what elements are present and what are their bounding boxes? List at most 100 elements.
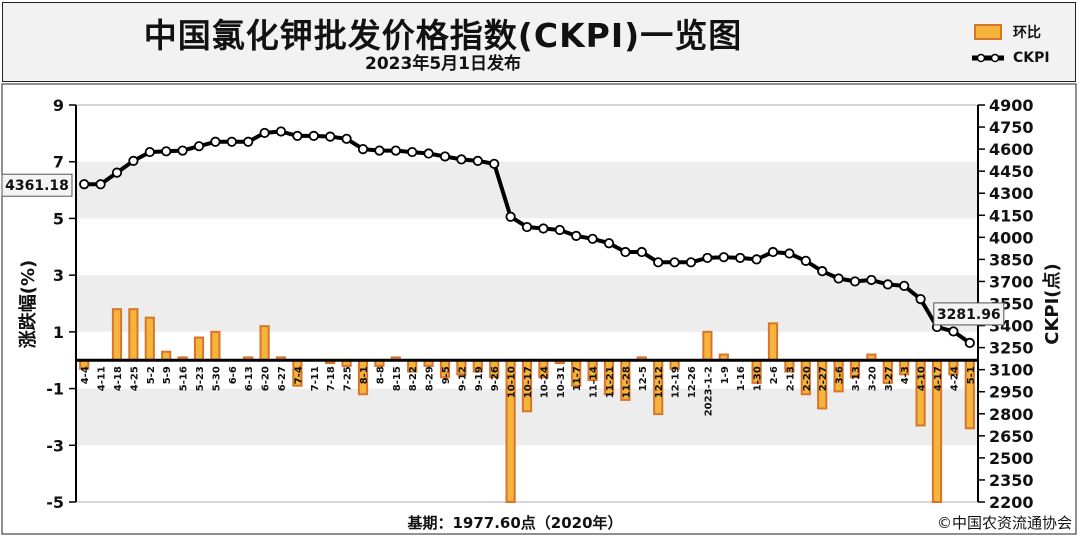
x-tick-label: 5-23 (195, 366, 206, 391)
ckpi-point (636, 246, 647, 258)
left-tick-label: 7 (53, 153, 64, 172)
x-tick-label: 9-5 (441, 366, 452, 384)
x-tick-label: 9-12 (457, 366, 468, 391)
left-tick-label: 5 (53, 209, 64, 228)
x-tick-label: 5-1 (966, 366, 977, 384)
ckpi-point (554, 224, 565, 236)
right-tick-label: 2350 (989, 471, 1034, 490)
legend-bar-swatch (974, 24, 1002, 40)
x-tick-label: 4-18 (113, 366, 124, 391)
ckpi-point (308, 130, 319, 141)
x-tick-label: 6-27 (277, 366, 288, 391)
x-tick-label: 11-14 (589, 366, 600, 398)
ckpi-point (571, 230, 582, 241)
ckpi-point (735, 252, 746, 264)
x-tick-label: 1-9 (720, 366, 731, 384)
right-tick-label: 2950 (989, 383, 1034, 402)
x-tick-label: 1-16 (736, 366, 747, 391)
ckpi-point (439, 151, 451, 162)
ckpi-point (915, 293, 926, 305)
x-tick-label: 11-7 (572, 366, 583, 391)
left-tick-label: 1 (53, 323, 64, 342)
x-tick-label: 10-17 (523, 366, 534, 398)
right-tick-label: 3850 (989, 250, 1034, 269)
right-axis-title: CKPI(点) (1041, 263, 1063, 345)
ckpi-point (751, 254, 762, 265)
right-tick-label: 4750 (989, 118, 1034, 137)
left-tick-label: 3 (53, 266, 64, 285)
x-tick-label: 7-11 (310, 366, 321, 391)
right-tick-label: 4900 (989, 96, 1034, 115)
value-callout-box (1, 173, 73, 197)
ckpi-point (374, 145, 385, 156)
ckpi-point (275, 126, 287, 137)
copyright-note: ©中国农资流通协会 (937, 514, 1072, 532)
x-tick-label: 12-5 (638, 366, 649, 391)
ckpi-point (849, 276, 861, 287)
x-tick-label: 5-30 (211, 366, 222, 391)
bar-change (702, 330, 713, 362)
ckpi-point (177, 145, 188, 156)
x-tick-label: 4-10 (917, 366, 928, 391)
x-tick-label: 3-6 (835, 366, 846, 384)
x-tick-label: 8-8 (375, 366, 386, 384)
right-tick-label: 2800 (989, 405, 1034, 424)
ckpi-point (423, 148, 434, 159)
x-tick-label: 4-25 (129, 366, 140, 391)
bar-change (111, 308, 123, 362)
ckpi-point (111, 167, 123, 178)
x-tick-label: 5-9 (162, 366, 173, 384)
ckpi-point (456, 154, 467, 165)
x-tick-label: 6-20 (261, 366, 272, 391)
title-bar: 中国氯化钾批发价格指数(CKPI)一览图 2023年5月1日发布 环比 CKPI (2, 2, 1076, 82)
legend-item-bar: 环比 (971, 21, 1041, 43)
left-axis-title: 涨跌幅(%) (17, 260, 39, 349)
x-tick-label: 8-15 (392, 366, 403, 391)
grid-band (76, 161, 978, 219)
x-tick-label: 9-19 (474, 366, 485, 391)
x-tick-label: 5-2 (146, 366, 157, 384)
ckpi-point (964, 337, 975, 349)
base-note: 基期：1977.60点（2020年） (406, 514, 622, 532)
x-tick-label: 3-13 (851, 366, 862, 391)
x-tick-label: 7-18 (326, 366, 337, 391)
x-tick-label: 4-4 (80, 366, 91, 384)
left-tick-label: -3 (46, 436, 64, 455)
value-callout: 4361.18 (5, 178, 69, 194)
ckpi-point (669, 257, 680, 268)
ckpi-point (472, 155, 483, 166)
right-tick-label: 4000 (989, 228, 1034, 247)
ckpi-point (685, 257, 697, 268)
right-tick-label: 2650 (989, 427, 1034, 446)
right-tick-label: 3100 (989, 361, 1034, 380)
x-tick-label: 2-6 (769, 366, 780, 384)
left-tick-label: 9 (53, 96, 64, 115)
x-tick-label: 8-1 (359, 366, 370, 384)
x-tick-label: 12-26 (687, 366, 698, 398)
right-tick-label: 2500 (989, 449, 1034, 468)
bar-change (193, 336, 205, 362)
ckpi-point (620, 246, 631, 258)
ckpi-point (259, 127, 270, 139)
chart-title: 中国氯化钾批发价格指数(CKPI)一览图 (143, 16, 743, 55)
ckpi-point (948, 326, 959, 337)
x-tick-label: 10-10 (507, 366, 518, 398)
ckpi-point (784, 248, 795, 259)
x-tick-label: 6-6 (228, 366, 239, 384)
x-tick-label: 2-20 (802, 366, 813, 391)
bar-change (128, 308, 139, 362)
ckpi-point (243, 136, 254, 147)
x-tick-label: 7-25 (343, 366, 354, 391)
chart-subtitle: 2023年5月1日发布 (365, 54, 521, 74)
right-tick-label: 3250 (989, 339, 1034, 358)
ckpi-point (833, 273, 844, 284)
x-tick-label: 3-27 (884, 366, 895, 391)
right-tick-label: 4300 (989, 184, 1034, 203)
ckpi-point (521, 221, 533, 233)
ckpi-point (95, 179, 106, 190)
x-tick-label: 1-30 (753, 366, 764, 391)
left-tick-label: -1 (46, 380, 64, 399)
right-tick-label: 4600 (989, 140, 1034, 159)
bar-change (259, 325, 270, 362)
